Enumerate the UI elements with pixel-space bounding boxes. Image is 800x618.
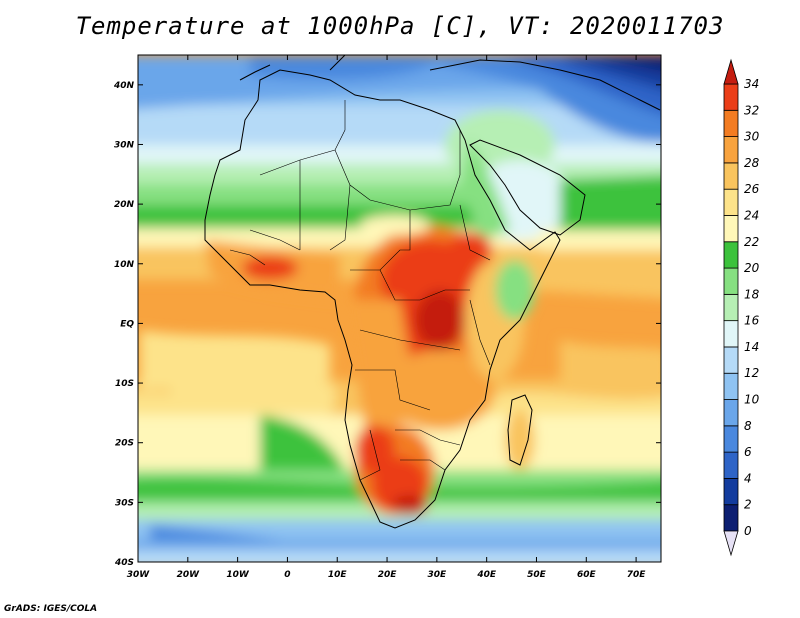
colorbar-label: 20 [744,261,760,275]
lon-tick-label: 50E [527,570,547,580]
colorbar-min-triangle [723,530,739,557]
colorbar-box [723,320,739,348]
lat-tick-label: 40N [113,81,135,91]
lat-tick-label: 40S [114,558,134,568]
lat-tick-label: 30S [115,498,134,508]
lat-tick-label: 30N [114,140,135,150]
colorbar-box [723,109,739,137]
lon-tick-label: 70E [627,570,647,580]
colorbar-box [723,451,739,479]
colorbar-label: 30 [744,130,760,144]
lon-tick-label: 40E [476,570,497,580]
lon-tick-label: 30W [127,570,151,580]
colorbar-box [723,478,739,506]
colorbar-label: 34 [744,77,759,91]
lon-tick-label: 20E [378,570,398,580]
colorbar-box [723,399,739,427]
lat-tick-label: EQ [120,319,134,329]
colorbar-max-triangle [723,58,739,85]
colorbar-box [723,267,739,295]
colorbar-box [723,136,739,164]
colorbar-box [723,504,739,532]
colorbar-label: 8 [744,419,752,433]
grads-credit: GrADS: IGES/COLA [4,604,98,614]
colorbar-label: 18 [744,287,760,301]
colorbar-box [723,425,739,453]
lat-tick-label: 20N [114,200,135,210]
lon-tick-label: 30E [428,570,448,580]
colorbar-label: 6 [744,445,752,459]
colorbar-box [723,346,739,374]
map-title: Temperature at 1000hPa [C], VT: 20200117… [75,12,725,40]
colorbar-label: 28 [744,156,760,170]
colorbar-box [723,162,739,190]
colorbar-box [723,215,739,243]
colorbar-box [723,293,739,322]
lon-tick-label: 60E [577,570,597,580]
lat-tick-label: 10N [114,260,135,270]
map-frame [137,54,662,563]
colorbar-label: 26 [744,182,760,196]
colorbar-label: 16 [744,314,760,328]
lon-tick-label: 0 [284,570,290,580]
colorbar-box [723,188,739,216]
colorbar-box [723,83,739,111]
colorbar-box [723,241,739,269]
lon-tick-label: 10E [328,570,348,580]
colorbar-label: 2 [744,498,752,512]
colorbar-label: 24 [744,208,759,222]
longitude-axis: 30W 20W 10W 0 10E 20E 30E 40E 50E 60E 70E [127,55,647,580]
colorbar-label: 14 [744,340,759,354]
colorbar-label: 22 [744,235,759,249]
latitude-axis: 40S 30S 20S 10S EQ 10N 20N 30N 40N [113,81,661,568]
lat-tick-label: 10S [115,379,134,389]
lat-tick-label: 20S [115,439,134,449]
lon-tick-label: 20W [177,570,201,580]
colorbar-label: 10 [744,393,760,407]
temperature-field [138,55,661,562]
colorbar-label: 12 [744,366,759,380]
colorbar-box [723,372,739,400]
colorbar-label: 0 [744,524,752,538]
country-borders [229,100,491,481]
lon-tick-label: 10W [226,570,250,580]
colorbar-label: 32 [744,103,759,117]
coastline-outline [204,55,661,529]
colorbar-label: 4 [744,471,752,485]
